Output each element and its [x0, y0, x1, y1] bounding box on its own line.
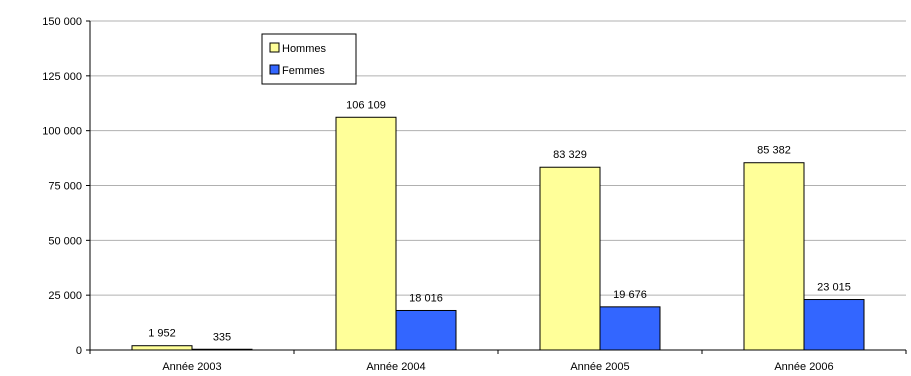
bar-hommes-1	[335, 116, 397, 351]
legend-swatch-femmes	[269, 64, 280, 75]
y-tick-label: 100 000	[42, 126, 82, 138]
y-tick-label: 0	[76, 345, 82, 357]
legend-label-hommes: Hommes	[282, 43, 327, 55]
bar-hommes-3	[743, 162, 805, 351]
y-tick-label: 25 000	[48, 290, 82, 302]
data-label: 19 676	[613, 289, 647, 301]
legend-swatch-hommes	[269, 42, 280, 53]
x-tick-label: Année 2006	[774, 361, 833, 373]
labels: 0 25 000 50 000 75 000 100 000 125 000 150 000…	[42, 16, 851, 373]
y-tick-label: 75 000	[48, 181, 82, 193]
x-tick-label: Année 2003	[162, 361, 221, 373]
data-label: 335	[213, 331, 231, 343]
data-label: 83 329	[553, 149, 587, 161]
data-label: 85 382	[757, 145, 791, 157]
bar-femmes-1	[395, 309, 457, 351]
bars	[131, 116, 865, 351]
data-label: 106 109	[346, 99, 386, 111]
legend-label-femmes: Femmes	[282, 65, 325, 77]
data-label: 18 016	[409, 292, 443, 304]
bar-hommes-2	[539, 166, 601, 351]
legend-box	[261, 33, 357, 85]
axes	[86, 20, 907, 354]
y-tick-label: 125 000	[42, 71, 82, 83]
bar-hommes-0	[131, 345, 193, 351]
bar-femmes-3	[803, 299, 865, 351]
legend: Hommes Femmes	[261, 33, 357, 85]
x-tick-label: Année 2005	[570, 361, 629, 373]
y-tick-label: 50 000	[48, 235, 82, 247]
y-tick-label: 150 000	[42, 16, 82, 28]
bar-femmes-2	[599, 306, 661, 351]
data-label: 1 952	[148, 328, 176, 340]
x-tick-label: Année 2004	[366, 361, 425, 373]
data-label: 23 015	[817, 282, 851, 294]
